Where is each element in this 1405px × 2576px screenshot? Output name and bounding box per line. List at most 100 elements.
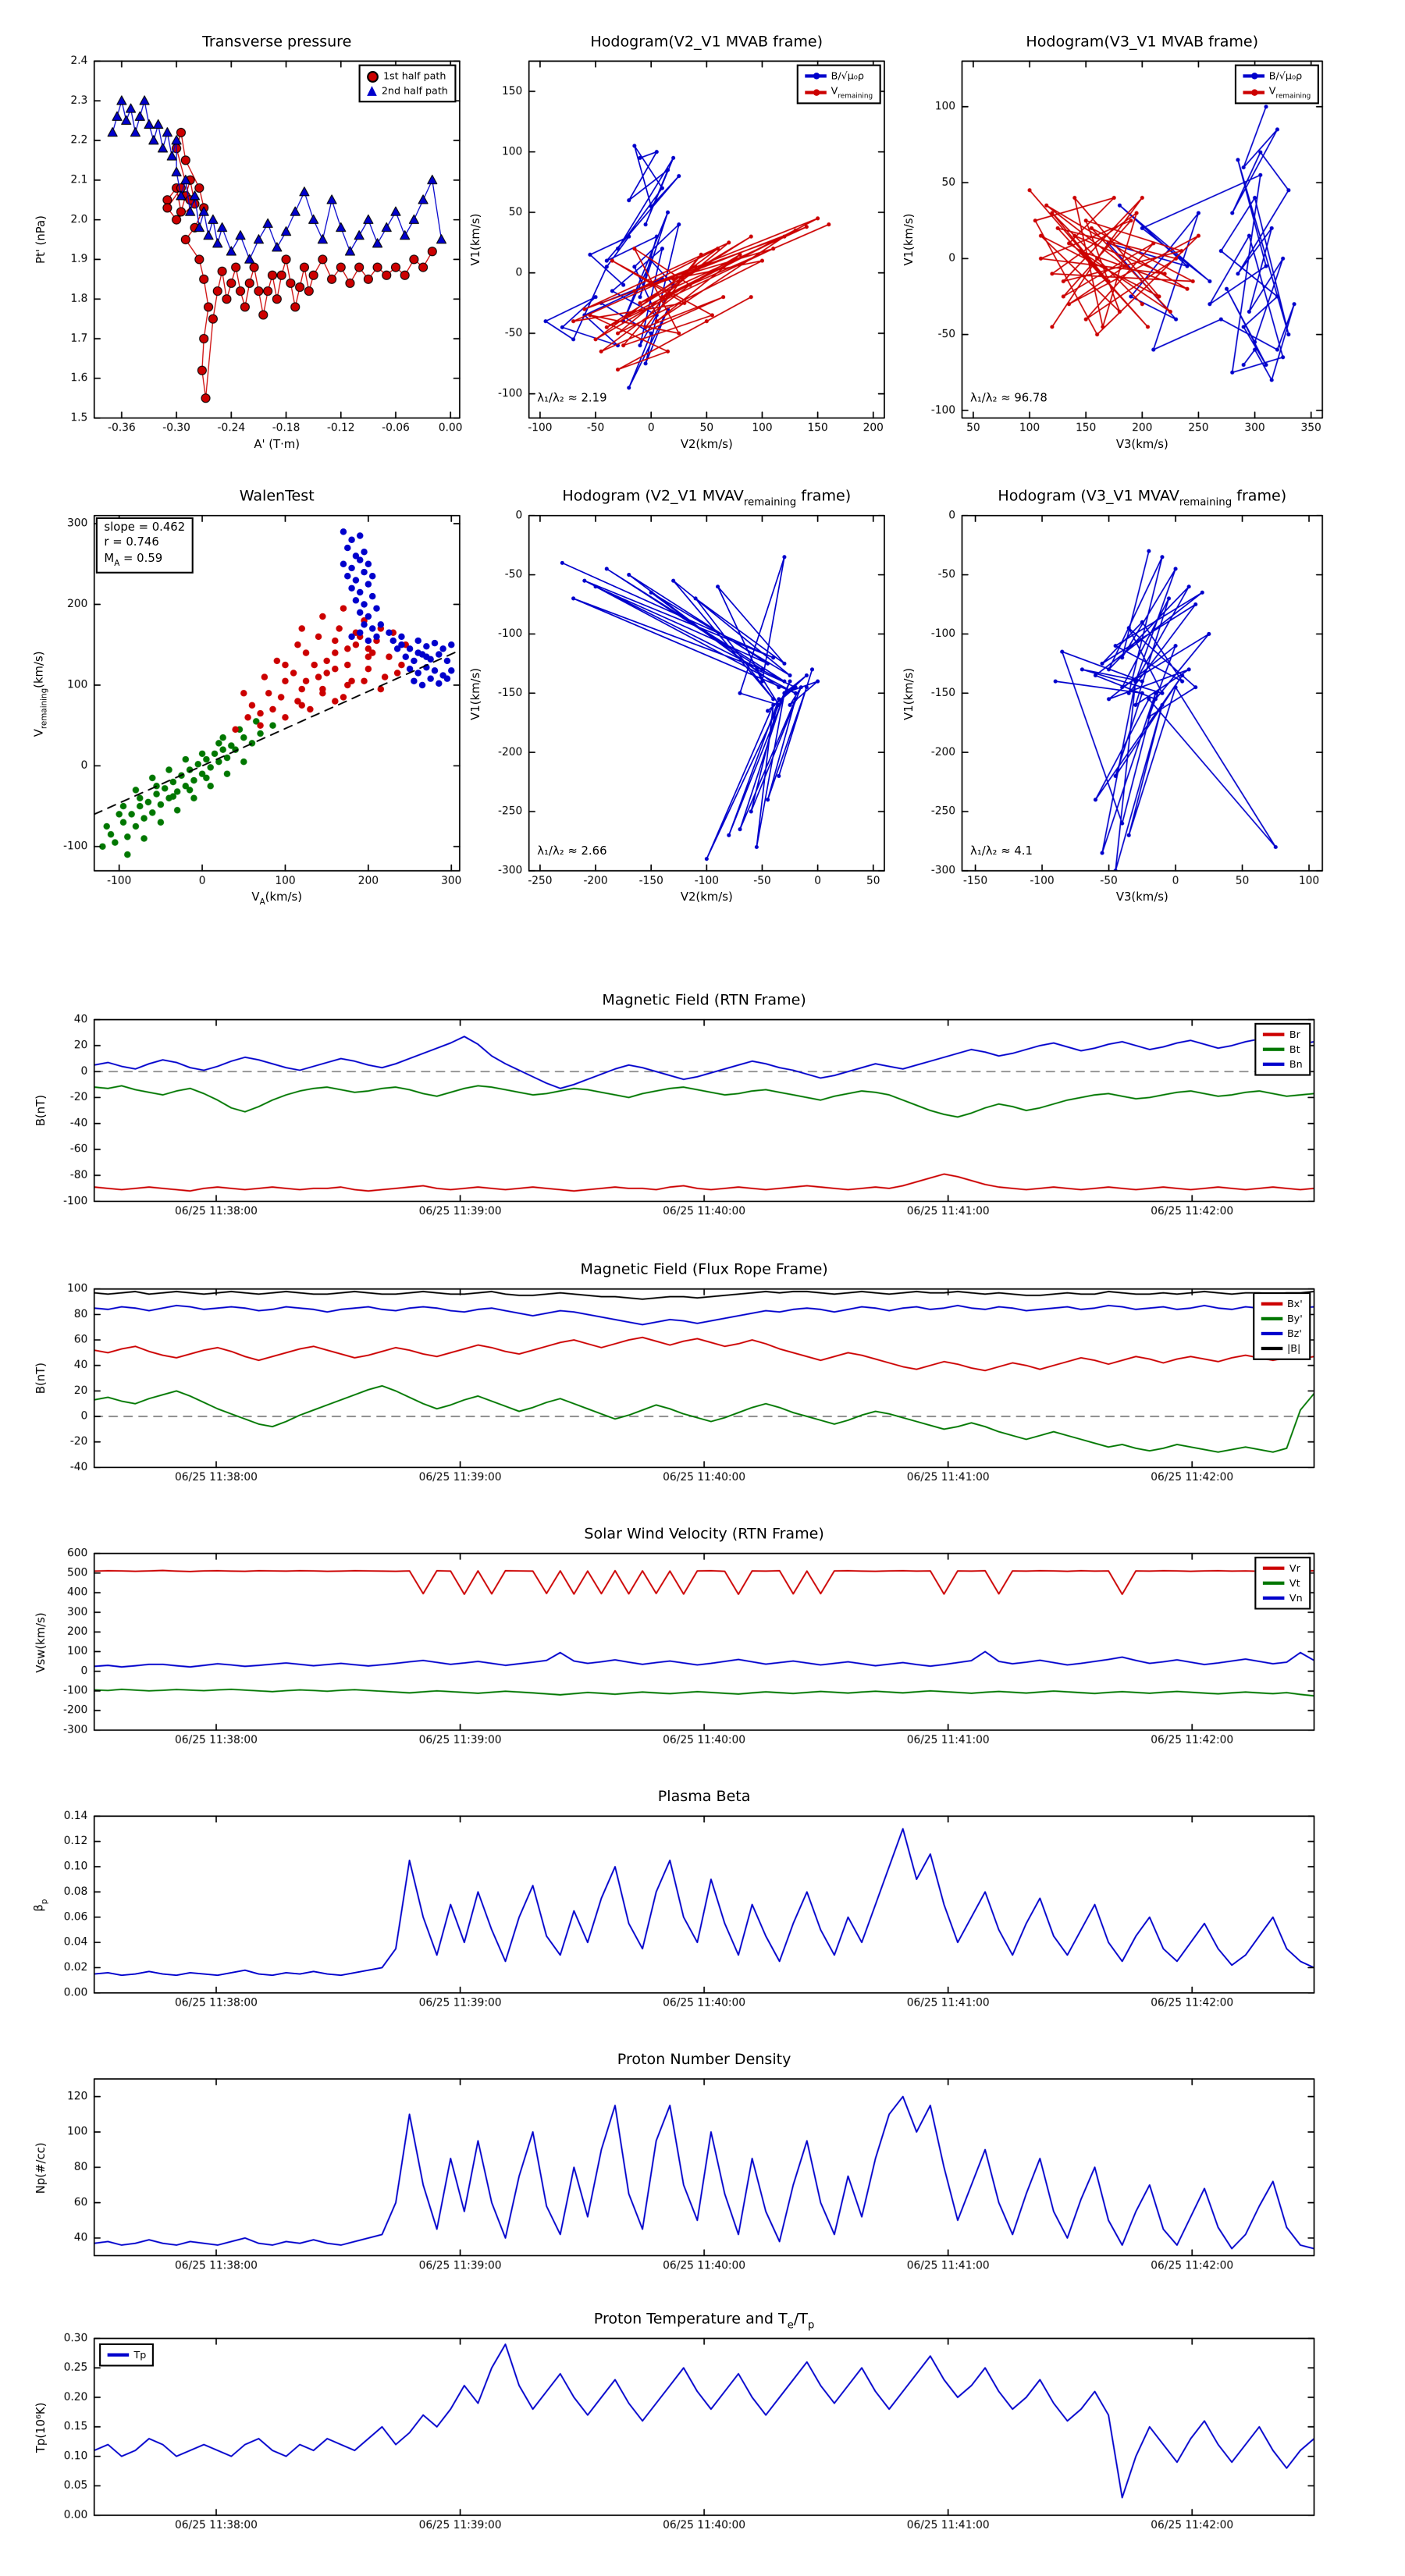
- solar-wind-velocity-canvas: [24, 1522, 1381, 1767]
- line-swatch: [1261, 1347, 1282, 1350]
- legend-label: Bt: [1289, 1043, 1300, 1056]
- legend-item: Vt: [1263, 1576, 1303, 1590]
- x-axis-label: A' (T·m): [254, 438, 301, 452]
- hodogram-v2v1-mvav-canvas: [462, 471, 912, 918]
- panel-proton-number-density: Proton Number Density Np(#/cc): [24, 2048, 1381, 2294]
- legend: B/√μ₀ρ Vremaining: [1234, 64, 1319, 105]
- panel-title: Magnetic Field (Flux Rope Frame): [580, 1262, 828, 1280]
- legend-item: Bx': [1261, 1296, 1303, 1311]
- legend-item: 2nd half path: [366, 83, 448, 98]
- legend-label: Bz': [1286, 1327, 1302, 1340]
- annotation: λ₁/λ₂ ≈ 2.19: [537, 391, 607, 405]
- legend-label: Bn: [1289, 1058, 1303, 1071]
- legend-label: 1st half path: [382, 70, 446, 82]
- legend-label: B/√μ₀ρ: [831, 70, 864, 82]
- panel-title: Plasma Beta: [657, 1789, 751, 1807]
- legend-label: Bx': [1286, 1298, 1303, 1310]
- legend-label: |B|: [1286, 1342, 1301, 1355]
- panel-hodogram-v2v1-mvab: Hodogram(V2_V1 MVAB frame) V1(km/s) V2(k…: [462, 33, 912, 460]
- line-swatch: [1261, 1332, 1282, 1335]
- panel-title: Proton Number Density: [617, 2052, 791, 2070]
- panel-solar-wind-velocity: Solar Wind Velocity (RTN Frame) Vsw(km/s…: [24, 1522, 1381, 1767]
- legend-label: Vr: [1289, 1562, 1300, 1575]
- legend-item: Bn: [1263, 1057, 1303, 1071]
- y-axis-label: V1(km/s): [469, 213, 483, 266]
- legend-marker-dot: [1250, 73, 1257, 80]
- panel-title: Hodogram (V2_V1 MVAVremaining frame): [562, 489, 852, 509]
- panel-hodogram-v3v1-mvab: Hodogram(V3_V1 MVAB frame) V1(km/s) V3(k…: [895, 33, 1346, 460]
- y-axis-label: βp: [32, 1898, 50, 1911]
- y-axis-label: V1(km/s): [902, 213, 916, 266]
- circle-swatch: [366, 70, 379, 82]
- annotation: λ₁/λ₂ ≈ 96.78: [970, 391, 1048, 405]
- legend-item: B/√μ₀ρ: [804, 69, 873, 83]
- legend-label: By': [1286, 1313, 1303, 1325]
- x-axis-label: V2(km/s): [680, 438, 733, 452]
- panel-proton-temperature: Proton Temperature and Te/Tp Tp(10⁶K) Tp: [24, 2307, 1381, 2555]
- panel-title: Solar Wind Velocity (RTN Frame): [584, 1526, 824, 1544]
- line-swatch: [1261, 1302, 1282, 1306]
- panel-title: Hodogram (V3_V1 MVAVremaining frame): [998, 489, 1287, 509]
- legend-label: B/√μ₀ρ: [1268, 70, 1303, 82]
- line-swatch: [1263, 1048, 1285, 1051]
- line-swatch: [1263, 1566, 1285, 1570]
- line-swatch: [1263, 1032, 1285, 1036]
- legend-item: Tp: [107, 2347, 147, 2362]
- legend-marker-dot: [1250, 88, 1257, 96]
- y-axis-label: Pt' (nPa): [34, 215, 48, 264]
- legend-label: Vn: [1289, 1592, 1303, 1604]
- legend: Bx' By' Bz' |B|: [1252, 1292, 1311, 1360]
- legend: 1st half path 2nd half path: [358, 64, 457, 103]
- annotation: λ₁/λ₂ ≈ 2.66: [537, 844, 607, 858]
- magnetic-field-rtn-canvas: [24, 988, 1381, 1240]
- panel-magnetic-field-rtn: Magnetic Field (RTN Frame) B(nT) Br Bt Bn: [24, 988, 1381, 1240]
- walen-test-canvas: [24, 471, 491, 918]
- transverse-pressure-canvas: [24, 33, 491, 460]
- x-axis-label: V3(km/s): [1115, 438, 1168, 452]
- panel-title: Hodogram(V2_V1 MVAB frame): [590, 34, 823, 52]
- legend: B/√μ₀ρ Vremaining: [796, 64, 881, 105]
- line-swatch: [1261, 1317, 1282, 1320]
- panel-plasma-beta: Plasma Beta βp: [24, 1785, 1381, 2030]
- x-axis-label: VA(km/s): [251, 890, 303, 908]
- panel-title: Magnetic Field (RTN Frame): [602, 993, 806, 1010]
- annotation: slope = 0.462 r = 0.746 MA = 0.59: [95, 517, 194, 574]
- legend: Br Bt Bn: [1254, 1022, 1311, 1076]
- triangle-swatch: [366, 86, 377, 96]
- panel-title: WalenTest: [239, 489, 315, 506]
- legend-label: Vremaining: [1268, 85, 1311, 99]
- legend-marker-dot: [813, 88, 820, 96]
- x-axis-label: V3(km/s): [1115, 890, 1168, 904]
- legend-label: Vt: [1289, 1577, 1300, 1590]
- y-axis-label: B(nT): [34, 1094, 48, 1127]
- legend-item: Br: [1263, 1027, 1303, 1042]
- hodogram-v3v1-mvav-canvas: [895, 471, 1346, 918]
- legend-item: Bt: [1263, 1042, 1303, 1057]
- annotation: λ₁/λ₂ ≈ 4.1: [970, 844, 1033, 858]
- legend: Vr Vt Vn: [1254, 1556, 1311, 1610]
- linedot-swatch: [804, 73, 827, 80]
- legend-item: By': [1261, 1311, 1303, 1326]
- legend-label: Tp: [133, 2349, 147, 2361]
- legend-label: Br: [1289, 1029, 1300, 1041]
- y-axis-label: Tp(10⁶K): [34, 2401, 48, 2453]
- panel-title: Hodogram(V3_V1 MVAB frame): [1026, 34, 1259, 52]
- x-axis-label: V2(km/s): [680, 890, 733, 904]
- line-swatch: [1263, 1063, 1285, 1066]
- legend-item: Bz': [1261, 1326, 1303, 1341]
- line-swatch: [1263, 1582, 1285, 1585]
- legend-item: |B|: [1261, 1341, 1303, 1356]
- legend-item: 1st half path: [366, 69, 448, 83]
- panel-title: Transverse pressure: [202, 34, 352, 52]
- y-axis-label: V1(km/s): [902, 666, 916, 720]
- legend-item: B/√μ₀ρ: [1242, 69, 1311, 83]
- legend-item: Vremaining: [1242, 83, 1311, 101]
- line-swatch: [1263, 1597, 1285, 1600]
- legend-marker-dot: [813, 73, 820, 80]
- legend-label: Vremaining: [831, 85, 873, 99]
- y-axis-label: Vsw(km/s): [34, 1611, 48, 1672]
- plasma-beta-canvas: [24, 1785, 1381, 2030]
- y-axis-label: B(nT): [34, 1363, 48, 1395]
- panel-walen-test: WalenTest Vremaining(km/s) VA(km/s) slop…: [24, 471, 491, 918]
